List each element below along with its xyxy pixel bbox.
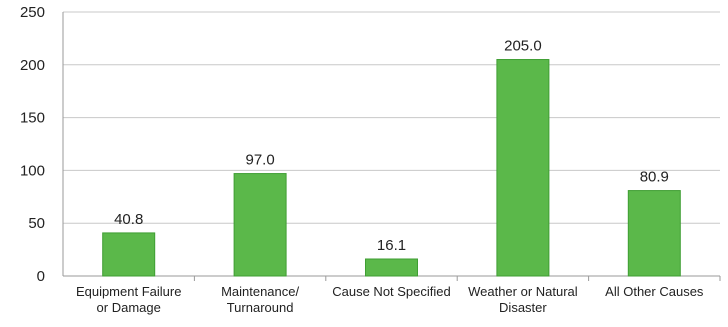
data-label: 97.0 <box>245 152 274 169</box>
x-category-label: All Other Causes <box>605 284 704 299</box>
y-tick-label: 250 <box>20 4 45 21</box>
x-category-label: Cause Not Specified <box>332 284 451 299</box>
data-label: 80.9 <box>640 169 669 186</box>
y-tick-label: 0 <box>37 268 45 285</box>
bar <box>233 173 287 277</box>
y-tick-label: 150 <box>20 110 45 127</box>
y-tick-label: 200 <box>20 57 45 74</box>
data-label: 16.1 <box>377 237 406 254</box>
bar <box>102 232 156 277</box>
bar <box>496 59 550 277</box>
data-label: 205.0 <box>504 38 542 55</box>
x-category-label: or Damage <box>97 300 161 315</box>
bar <box>627 190 681 277</box>
bar <box>365 258 418 277</box>
y-tick-label: 100 <box>20 162 45 179</box>
x-category-label: Weather or Natural <box>468 284 578 299</box>
x-category-label: Disaster <box>499 300 547 315</box>
data-label: 40.8 <box>114 211 143 228</box>
x-category-label: Equipment Failure <box>76 284 182 299</box>
y-tick-label: 50 <box>28 215 45 232</box>
x-category-label: Maintenance/ <box>221 284 299 299</box>
x-category-label: Turnaround <box>227 300 294 315</box>
